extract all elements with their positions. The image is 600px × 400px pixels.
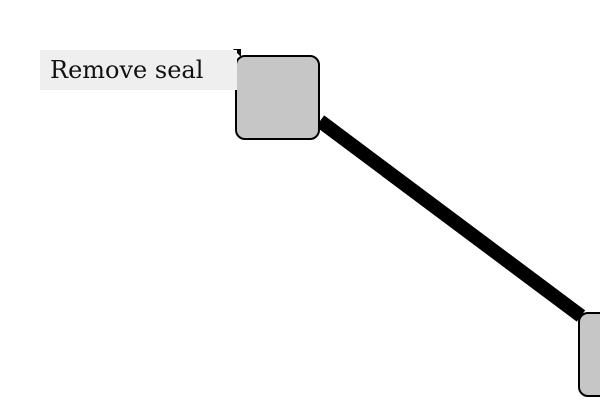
connector-line xyxy=(315,115,586,322)
tooltip-text: Remove seal xyxy=(50,56,204,84)
target-node[interactable] xyxy=(578,312,600,397)
seal-handle[interactable] xyxy=(235,55,320,140)
remove-seal-tooltip: Remove seal xyxy=(40,50,237,90)
